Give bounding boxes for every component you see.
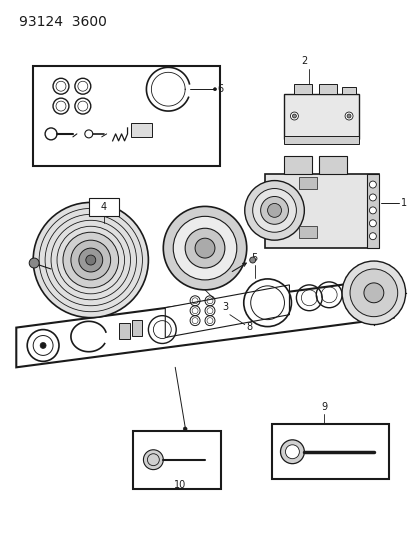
Text: 4: 4 xyxy=(100,203,107,212)
Polygon shape xyxy=(165,285,289,337)
Circle shape xyxy=(213,88,216,91)
Circle shape xyxy=(249,257,255,263)
Bar xyxy=(284,156,311,174)
Circle shape xyxy=(40,343,46,349)
Bar xyxy=(318,156,346,174)
Circle shape xyxy=(267,204,281,217)
Bar xyxy=(131,320,142,336)
Bar xyxy=(366,174,378,248)
Circle shape xyxy=(368,181,375,188)
Bar xyxy=(33,66,219,166)
Text: 1: 1 xyxy=(400,198,406,208)
Circle shape xyxy=(173,216,236,280)
Circle shape xyxy=(368,233,375,240)
Circle shape xyxy=(290,112,298,120)
Circle shape xyxy=(280,440,304,464)
Circle shape xyxy=(349,269,397,317)
Text: 5: 5 xyxy=(251,253,257,263)
Bar xyxy=(318,84,336,94)
Circle shape xyxy=(195,238,214,258)
Circle shape xyxy=(33,203,148,318)
Text: 6: 6 xyxy=(216,84,223,94)
Circle shape xyxy=(143,450,163,470)
Text: 10: 10 xyxy=(173,480,186,490)
Circle shape xyxy=(344,112,352,120)
Circle shape xyxy=(71,240,110,280)
Circle shape xyxy=(185,228,224,268)
Circle shape xyxy=(292,114,296,118)
Bar xyxy=(271,424,388,479)
Circle shape xyxy=(163,206,246,290)
Circle shape xyxy=(29,258,39,268)
Circle shape xyxy=(183,427,187,431)
Text: 8: 8 xyxy=(246,321,252,332)
Circle shape xyxy=(346,114,350,118)
Text: 2: 2 xyxy=(301,56,307,66)
Text: 93124  3600: 93124 3600 xyxy=(19,15,107,29)
Bar xyxy=(264,174,378,248)
Bar xyxy=(284,94,358,139)
Text: 9: 9 xyxy=(320,402,327,412)
Bar xyxy=(284,136,358,144)
Circle shape xyxy=(368,220,375,227)
Bar xyxy=(88,198,118,216)
Circle shape xyxy=(363,283,383,303)
Bar xyxy=(341,87,355,94)
Circle shape xyxy=(244,181,304,240)
Circle shape xyxy=(368,207,375,214)
Text: 3: 3 xyxy=(221,302,228,312)
Circle shape xyxy=(78,248,102,272)
Circle shape xyxy=(341,261,405,325)
Polygon shape xyxy=(16,278,393,367)
Circle shape xyxy=(252,189,296,232)
Bar xyxy=(299,176,316,189)
Circle shape xyxy=(85,255,95,265)
Circle shape xyxy=(285,445,299,459)
Bar xyxy=(118,322,129,338)
Circle shape xyxy=(368,194,375,201)
Bar xyxy=(294,84,311,94)
Circle shape xyxy=(260,197,288,224)
Circle shape xyxy=(63,232,118,288)
Bar xyxy=(133,431,221,489)
Bar xyxy=(299,227,316,238)
Bar xyxy=(130,123,152,137)
